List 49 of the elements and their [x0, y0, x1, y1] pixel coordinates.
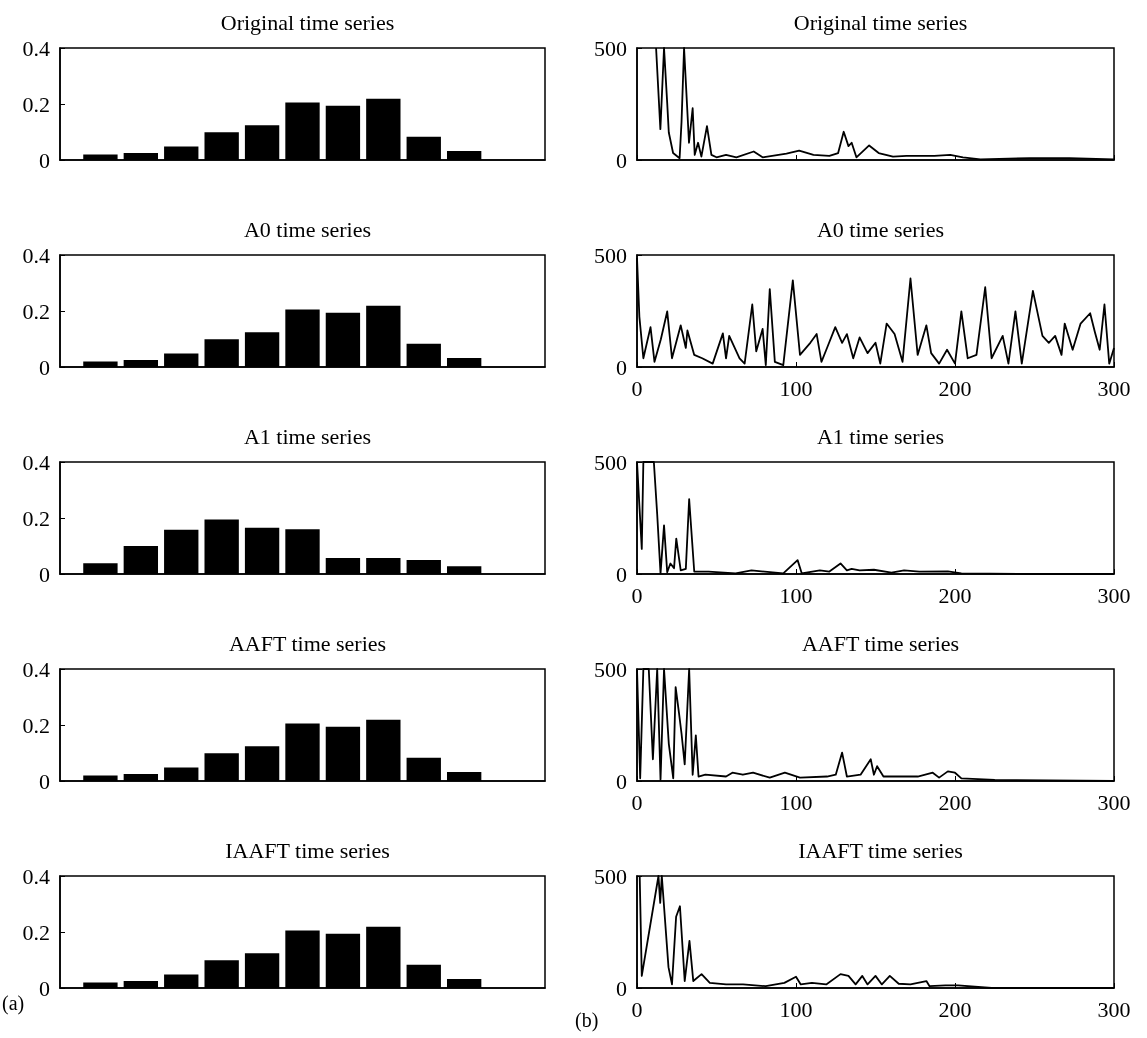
- x-tick-label: 100: [779, 996, 813, 1022]
- x-tick-label: 200: [938, 582, 972, 608]
- y-tick-label: 0: [39, 147, 50, 173]
- y-tick-label: 0: [616, 975, 627, 1001]
- chart-title: Original time series: [220, 9, 395, 35]
- x-tick-label: 100: [779, 789, 813, 815]
- text: (b): [575, 1009, 599, 1032]
- y-tick-label: 500: [594, 35, 627, 61]
- y-tick-label: 0.2: [22, 91, 50, 117]
- x-tick-label: 100: [779, 582, 813, 608]
- y-tick-label: 0.2: [22, 298, 50, 324]
- y-tick-label: 0: [616, 768, 627, 794]
- chart-title: A1 time series: [816, 423, 945, 449]
- y-tick-label: 0.2: [22, 712, 50, 738]
- x-tick-label: 300: [1097, 375, 1131, 401]
- y-tick-label: 0: [39, 561, 50, 587]
- y-tick-label: 0.2: [22, 505, 50, 531]
- y-tick-label: 0.4: [22, 863, 50, 889]
- y-tick-label: 0.4: [22, 656, 50, 682]
- chart-title: Original time series: [793, 9, 968, 35]
- y-tick-label: 0: [616, 561, 627, 587]
- x-tick-label: 300: [1097, 996, 1131, 1022]
- y-tick-label: 500: [594, 449, 627, 475]
- x-tick-label: 300: [1097, 789, 1131, 815]
- y-tick-label: 0: [39, 354, 50, 380]
- y-tick-label: 500: [594, 242, 627, 268]
- x-tick-label: 300: [1097, 582, 1131, 608]
- x-tick-label: 200: [938, 789, 972, 815]
- y-tick-label: 500: [594, 656, 627, 682]
- x-tick-label: 200: [938, 375, 972, 401]
- chart-title: A1 time series: [243, 423, 372, 449]
- y-tick-label: 500: [594, 863, 627, 889]
- chart-title: A0 time series: [816, 216, 945, 242]
- y-tick-label: 0: [616, 354, 627, 380]
- y-tick-label: 0.4: [22, 449, 50, 475]
- y-tick-label: 0.4: [22, 35, 50, 61]
- chart-title: AAFT time series: [228, 630, 387, 656]
- y-tick-label: 0: [39, 768, 50, 794]
- chart-title: IAAFT time series: [798, 837, 963, 863]
- chart-title: A0 time series: [243, 216, 372, 242]
- y-tick-label: 0.2: [22, 919, 50, 945]
- text: (a): [2, 992, 25, 1015]
- chart-title: AAFT time series: [801, 630, 960, 656]
- x-tick-label: 100: [779, 375, 813, 401]
- chart-title: IAAFT time series: [225, 837, 390, 863]
- y-tick-label: 0.4: [22, 242, 50, 268]
- x-tick-label: 200: [938, 996, 972, 1022]
- y-tick-label: 0: [39, 975, 50, 1001]
- y-tick-label: 0: [616, 147, 627, 173]
